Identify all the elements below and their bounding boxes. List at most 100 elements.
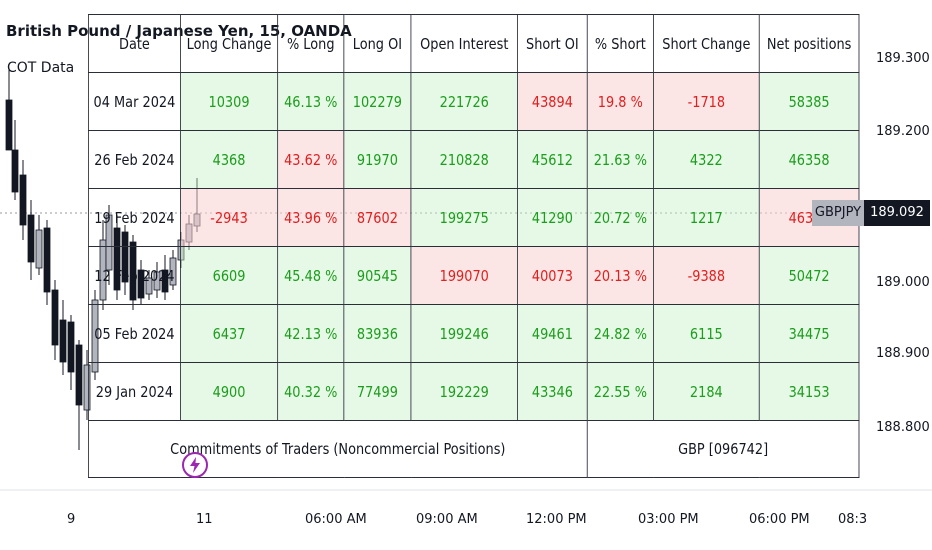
cell-short-oi: 40073	[517, 246, 588, 305]
candle-body	[67, 321, 75, 373]
cell-pct-short: 24.82 %	[586, 304, 654, 363]
cell-short-oi: 43894	[517, 72, 588, 131]
cell-long-change: 10309	[180, 72, 279, 131]
candle-body	[27, 214, 35, 263]
cell-date: 29 Jan 2024	[88, 362, 181, 421]
cell-pct-short: 20.13 %	[586, 246, 654, 305]
cell-long-change: 6437	[180, 304, 279, 363]
cell-long-oi: 77499	[343, 362, 412, 421]
lightning-icon[interactable]	[182, 452, 208, 478]
candle-body	[59, 319, 67, 363]
candle-body	[5, 99, 13, 151]
cell-short-oi: 45612	[517, 130, 588, 189]
cell-short-change: -9388	[653, 246, 760, 305]
cell-long-change: 4368	[180, 130, 279, 189]
symbol-badge: GBPJPY	[812, 200, 864, 226]
cell-short-change: -1718	[653, 72, 760, 131]
footer-report-title: Commitments of Traders (Noncommercial Po…	[88, 420, 588, 478]
cell-short-change: 2184	[653, 362, 760, 421]
candle-body	[43, 227, 51, 293]
cell-open-interest: 199246	[410, 304, 519, 363]
price-axis-label: 189.000	[876, 275, 930, 290]
time-axis-label: 03:00 PM	[638, 512, 699, 527]
header-pct-short: % Short	[586, 14, 654, 73]
cell-pct-short: 21.63 %	[586, 130, 654, 189]
footer-currency-code: GBP [096742]	[586, 420, 860, 478]
cell-open-interest: 221726	[410, 72, 519, 131]
header-pct-long: % Long	[277, 14, 345, 73]
cell-net-positions: 46358	[758, 130, 860, 189]
table-row: 05 Feb 2024 6437 42.13 % 83936 199246 49461 24…	[88, 304, 860, 363]
cot-table: Date Long Change % Long Long OI Open Int…	[88, 14, 860, 478]
table-row: 26 Feb 2024 4368 43.62 % 91970 210828 45612 21…	[88, 130, 860, 189]
table-header-row: Date Long Change % Long Long OI Open Int…	[88, 14, 860, 73]
candle-body	[51, 289, 59, 346]
cell-short-change: 1217	[653, 188, 760, 247]
candle-body	[35, 229, 43, 269]
cell-net-positions: 58385	[758, 72, 860, 131]
cell-date: 04 Mar 2024	[88, 72, 181, 131]
time-axis-label: 9	[67, 512, 76, 527]
time-axis-label: 09:00 AM	[416, 512, 478, 527]
cell-pct-long: 42.13 %	[277, 304, 345, 363]
price-axis-label: 188.900	[876, 346, 930, 361]
cell-long-change: -2943	[180, 188, 279, 247]
header-open-interest: Open Interest	[410, 14, 519, 73]
current-price-badge: 189.092	[864, 200, 930, 226]
cell-pct-short: 22.55 %	[586, 362, 654, 421]
cell-long-change: 6609	[180, 246, 279, 305]
cell-pct-long: 40.32 %	[277, 362, 345, 421]
candle-body	[19, 174, 27, 226]
header-long-change: Long Change	[180, 14, 279, 73]
table-row: 29 Jan 2024 4900 40.32 % 77499 192229 43346 22…	[88, 362, 860, 421]
cell-date: 05 Feb 2024	[88, 304, 181, 363]
price-axis-label: 189.200	[876, 124, 930, 139]
cell-pct-long: 43.96 %	[277, 188, 345, 247]
cell-long-oi: 83936	[343, 304, 412, 363]
cell-date: 26 Feb 2024	[88, 130, 181, 189]
cell-pct-short: 19.8 %	[586, 72, 654, 131]
time-axis-label: 06:00 AM	[305, 512, 367, 527]
cell-long-oi: 91970	[343, 130, 412, 189]
candle-body	[11, 149, 19, 193]
header-long-oi: Long OI	[343, 14, 412, 73]
cell-long-change: 4900	[180, 362, 279, 421]
cell-long-oi: 87602	[343, 188, 412, 247]
cell-short-oi: 49461	[517, 304, 588, 363]
cell-open-interest: 199070	[410, 246, 519, 305]
cell-short-oi: 43346	[517, 362, 588, 421]
table-row: 12 Feb 2024 6609 45.48 % 90545 199070 40073 20…	[88, 246, 860, 305]
cell-pct-long: 46.13 %	[277, 72, 345, 131]
cell-long-oi: 90545	[343, 246, 412, 305]
cell-date: 12 Feb 2024	[88, 246, 181, 305]
cell-net-positions: 50472	[758, 246, 860, 305]
cell-date: 19 Feb 2024	[88, 188, 181, 247]
time-axis-label: 12:00 PM	[526, 512, 587, 527]
cell-short-change: 4322	[653, 130, 760, 189]
header-date: Date	[88, 14, 181, 73]
cell-pct-long: 43.62 %	[277, 130, 345, 189]
time-axis-label: 06:00 PM	[749, 512, 810, 527]
cell-short-change: 6115	[653, 304, 760, 363]
table-row: 04 Mar 2024 10309 46.13 % 102279 221726 43894…	[88, 72, 860, 131]
cell-pct-short: 20.72 %	[586, 188, 654, 247]
time-axis-label: 08:3	[838, 512, 868, 527]
indicator-label[interactable]: COT Data	[7, 60, 75, 76]
cell-pct-long: 45.48 %	[277, 246, 345, 305]
table-footer-row: Commitments of Traders (Noncommercial Po…	[88, 420, 860, 478]
cell-long-oi: 102279	[343, 72, 412, 131]
price-axis-label: 189.300	[876, 51, 930, 66]
table-row: 19 Feb 2024 -2943 43.96 % 87602 199275 41290 2…	[88, 188, 860, 247]
candle-body	[75, 344, 83, 406]
price-axis-label: 188.800	[876, 420, 930, 435]
cell-open-interest: 199275	[410, 188, 519, 247]
cell-net-positions: 34475	[758, 304, 860, 363]
cell-short-oi: 41290	[517, 188, 588, 247]
cell-net-positions: 34153	[758, 362, 860, 421]
cell-open-interest: 210828	[410, 130, 519, 189]
header-short-change: Short Change	[653, 14, 760, 73]
time-axis-label: 11	[196, 512, 213, 527]
header-short-oi: Short OI	[517, 14, 588, 73]
header-net-positions: Net positions	[758, 14, 860, 73]
cell-open-interest: 192229	[410, 362, 519, 421]
